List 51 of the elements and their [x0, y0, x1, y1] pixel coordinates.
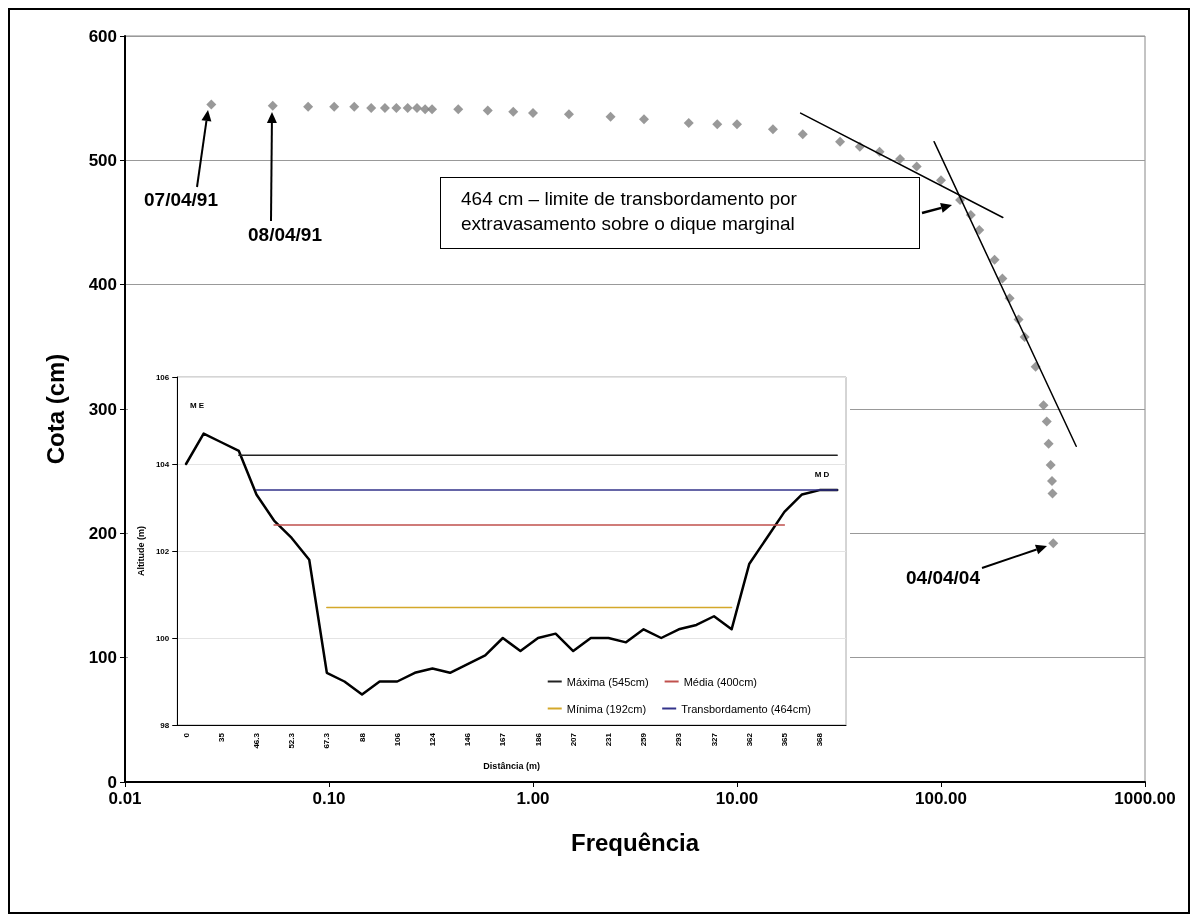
x-tick-label: 167 [498, 732, 508, 747]
x-axis-title: Distância (m) [483, 760, 540, 771]
annotation: M E [189, 400, 205, 410]
y-tick-label: 400 [88, 275, 117, 295]
y-tick-label: 100 [88, 648, 117, 668]
y-axis-title: Cota (cm) [41, 353, 69, 465]
legend-label: Média (400cm) [683, 675, 757, 688]
legend-label: Mínima (192cm) [566, 702, 647, 715]
x-tick-label: 146 [463, 732, 473, 747]
x-tick-label: 46.3 [251, 732, 261, 749]
x-tick-label: 362 [744, 732, 754, 747]
annotation: 04/04/04 [906, 567, 980, 589]
x-tick-label: 207 [568, 732, 578, 747]
y-tick-label: 0 [107, 772, 117, 792]
x-tick-label: 67.3 [322, 732, 332, 749]
y-tick-label: 98 [160, 720, 170, 730]
x-tick-label: 52.3 [287, 732, 297, 749]
legend-label: Transbordamento (464cm) [681, 702, 812, 715]
annotation: 07/04/91 [144, 189, 218, 211]
x-tick-label: 1000.00 [1114, 789, 1176, 808]
x-tick-label: 293 [674, 732, 684, 747]
y-tick-label: 300 [88, 399, 117, 419]
x-tick-label: 0.01 [108, 789, 142, 808]
x-tick-label: 88 [357, 732, 367, 742]
y-tick-label: 100 [155, 633, 170, 643]
x-tick-label: 1.00 [516, 789, 550, 808]
x-axis-title: Frequência [570, 828, 700, 856]
y-tick-label: 104 [155, 459, 170, 469]
x-tick-label: 368 [815, 732, 825, 747]
x-tick-label: 186 [533, 732, 543, 747]
x-tick-label: 100.00 [915, 789, 967, 808]
x-tick-label: 0 [181, 732, 191, 738]
x-tick-label: 365 [779, 732, 789, 747]
x-tick-label: 106 [392, 732, 402, 747]
y-tick-label: 500 [88, 150, 117, 170]
y-tick-label: 200 [88, 523, 117, 543]
y-tick-label: 106 [155, 372, 170, 382]
x-tick-label: 231 [603, 732, 613, 747]
x-tick-label: 124 [427, 732, 437, 747]
y-tick-label: 600 [88, 26, 117, 46]
x-tick-label: 0.10 [312, 789, 346, 808]
x-tick-label: 259 [639, 732, 649, 747]
callout-box: 464 cm – limite de transbordamento por extravasamento sobre o dique marginal [440, 177, 920, 249]
annotation: M D [814, 469, 830, 479]
x-tick-label: 35 [216, 732, 226, 742]
x-tick-label: 327 [709, 732, 719, 747]
x-tick-label: 10.00 [715, 789, 759, 808]
y-axis-title: Altitude (m) [135, 526, 146, 576]
annotation: 08/04/91 [248, 224, 322, 246]
y-tick-label: 102 [155, 546, 170, 556]
legend-label: Máxima (545cm) [566, 675, 649, 688]
